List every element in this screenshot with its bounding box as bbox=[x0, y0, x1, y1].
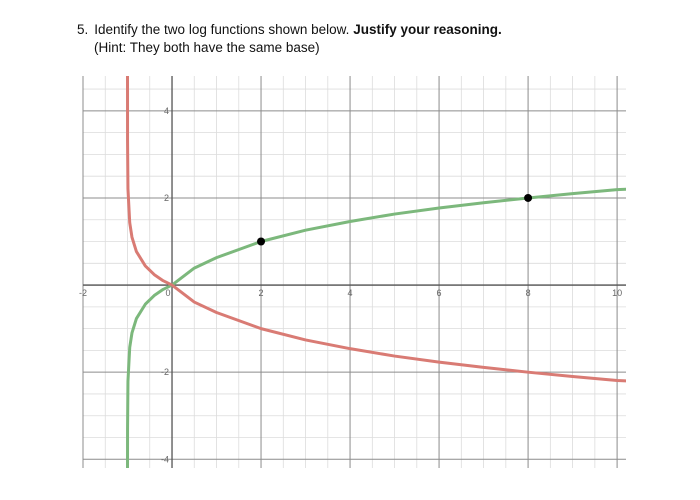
y-tick-label: 2 bbox=[164, 193, 169, 203]
major-gridlines bbox=[82, 76, 626, 468]
y-tick-label: -2 bbox=[161, 367, 169, 377]
y-tick-label: -4 bbox=[161, 454, 169, 464]
question-emphasis: Justify your reasoning. bbox=[353, 22, 502, 37]
x-tick-label: 0 bbox=[166, 288, 171, 298]
question-number: 5. bbox=[77, 22, 89, 37]
points-layer bbox=[257, 193, 533, 246]
x-tick-labels: -2 0 2 4 6 8 10 bbox=[79, 288, 622, 298]
x-tick-label: 4 bbox=[348, 288, 353, 298]
minor-gridlines bbox=[83, 76, 626, 468]
question-line: 5. Identify the two log functions shown b… bbox=[77, 21, 502, 39]
data-point bbox=[257, 237, 266, 246]
x-tick-label: 2 bbox=[259, 288, 264, 298]
axes bbox=[83, 76, 626, 468]
series-layer bbox=[126, 76, 626, 468]
question-block: 5. Identify the two log functions shown b… bbox=[77, 21, 502, 57]
data-point bbox=[524, 193, 533, 202]
x-tick-label: 6 bbox=[437, 288, 442, 298]
x-tick-label: 8 bbox=[526, 288, 531, 298]
x-tick-label: -2 bbox=[79, 288, 87, 298]
y-tick-labels: 4 2 -2 -4 bbox=[161, 106, 169, 464]
question-hint: (Hint: They both have the same base) bbox=[94, 40, 320, 55]
y-tick-label: 4 bbox=[164, 106, 169, 116]
series-line-red bbox=[126, 76, 626, 383]
question-prompt: Identify the two log functions shown bel… bbox=[94, 22, 350, 37]
x-tick-label: 10 bbox=[612, 288, 622, 298]
series-line-green bbox=[126, 187, 626, 468]
